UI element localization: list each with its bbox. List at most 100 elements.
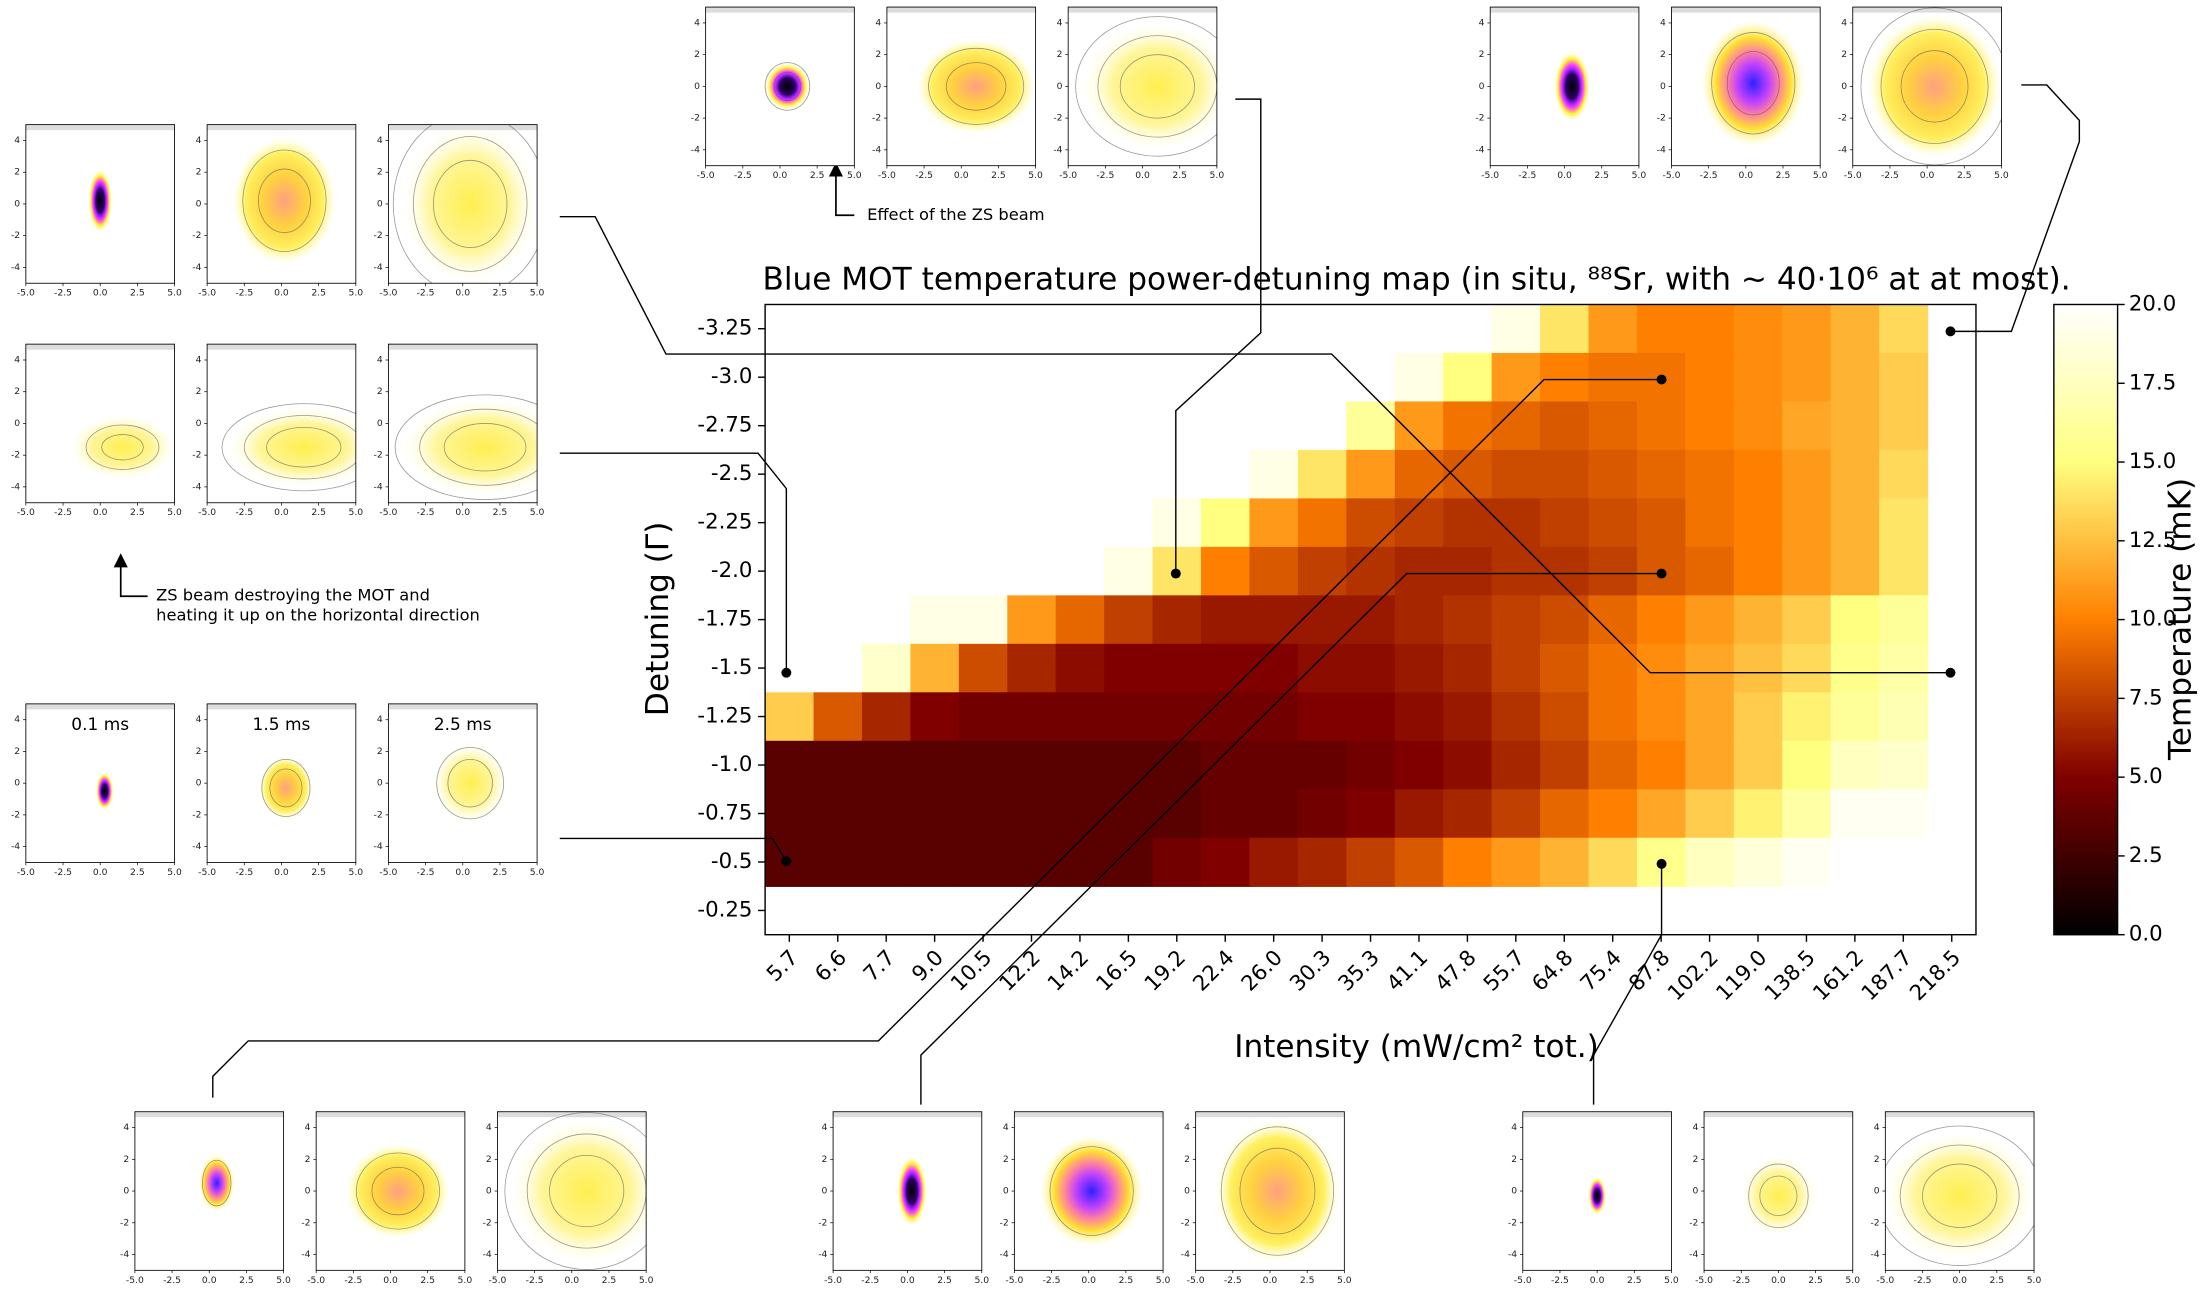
heatmap-cell bbox=[1782, 401, 1832, 451]
annotation: Effect of the ZS beam bbox=[867, 205, 1044, 224]
inset-blob bbox=[1214, 1119, 1340, 1263]
heatmap-cell bbox=[1540, 546, 1590, 597]
inset-x-tick-label: 2.5 bbox=[130, 867, 145, 878]
inset-title: 1.5 ms bbox=[253, 715, 311, 735]
inset-x-tick-label: 2.5 bbox=[1957, 170, 1972, 181]
heatmap-cell bbox=[1782, 352, 1832, 403]
inset-y-tick-label: 0 bbox=[1693, 1186, 1699, 1197]
inset-image bbox=[705, 7, 855, 166]
inset-x-tick-label: 5.0 bbox=[1664, 1275, 1679, 1286]
inset-contour bbox=[1076, 17, 1240, 157]
inset-contour bbox=[244, 416, 363, 479]
inset-y-tick-label: 4 bbox=[377, 355, 383, 366]
inset-contour bbox=[448, 759, 493, 807]
heatmap-cell bbox=[958, 740, 1008, 790]
colorbar bbox=[2053, 303, 2119, 936]
inset-x-tick-label: 0.0 bbox=[1590, 1275, 1605, 1286]
heatmap-cell bbox=[1297, 498, 1348, 548]
connector bbox=[1175, 98, 1262, 574]
inset-panel: -5.0 -2.5 0.0 2.5 5.0 4 2 0 -2 -4 bbox=[1870, 1111, 2042, 1286]
heatmap-cell bbox=[1346, 546, 1396, 597]
heatmap-cell bbox=[1879, 595, 1929, 645]
y-tick-label: -1.5 bbox=[711, 655, 752, 680]
heatmap-cell bbox=[1249, 498, 1299, 548]
inset-x-tick-label: 0.0 bbox=[1557, 170, 1572, 181]
x-tick-label: 161.2 bbox=[1808, 945, 1869, 1006]
inset-image bbox=[25, 703, 175, 863]
inset-x-tick-label: -5.0 bbox=[824, 1275, 842, 1286]
heatmap-cell bbox=[1491, 692, 1541, 742]
inset-y-tick-label: -4 bbox=[872, 144, 881, 155]
heatmap-cell bbox=[1879, 401, 1929, 451]
inset-image bbox=[1852, 7, 2008, 166]
arrow bbox=[835, 172, 855, 217]
x-tick-label: 22.4 bbox=[1188, 945, 1239, 996]
heatmap-cell bbox=[861, 789, 912, 839]
heatmap-cell bbox=[1443, 692, 1493, 742]
heatmap-cell bbox=[1443, 401, 1493, 451]
inset-y-tick-label: 2 bbox=[14, 386, 20, 397]
heatmap-cell bbox=[1346, 401, 1396, 451]
inset-x-tick-label: -2.5 bbox=[861, 1275, 879, 1286]
inset-image bbox=[497, 1112, 647, 1271]
inset-y-tick-label: -2 bbox=[11, 450, 20, 461]
heatmap-cell bbox=[1201, 546, 1251, 597]
heatmap-cell bbox=[1394, 498, 1444, 548]
y-tick-label: -3.0 bbox=[711, 364, 752, 389]
x-tick-label: 12.2 bbox=[995, 945, 1046, 996]
inset-x-tick-label: -5.0 bbox=[697, 170, 715, 181]
heatmap-cell bbox=[1685, 498, 1735, 548]
heatmap-cell bbox=[1055, 595, 1105, 645]
inset-y-tick-label: -2 bbox=[483, 1217, 492, 1228]
y-tick-label: -2.0 bbox=[711, 558, 752, 583]
inset-contour bbox=[774, 72, 801, 101]
inset-y-tick-label: -4 bbox=[483, 1249, 492, 1260]
heatmap-cell bbox=[1055, 837, 1105, 887]
inset-panel: -5.0 -2.5 0.0 2.5 5.0 4 2 0 -2 -4 bbox=[1838, 6, 2009, 181]
heatmap-cell bbox=[1733, 740, 1783, 790]
inset-x-tick-label: 5.0 bbox=[530, 288, 545, 299]
inset-blob bbox=[1083, 22, 1217, 150]
inset-y-tick-label: 2 bbox=[196, 167, 202, 178]
heatmap-cell bbox=[1346, 740, 1396, 790]
inset-y-tick-label: 4 bbox=[1660, 17, 1666, 28]
inset-y-tick-label: 4 bbox=[196, 135, 202, 146]
heatmap-cell bbox=[1394, 643, 1444, 694]
inset-y-tick-label: 2 bbox=[1874, 1154, 1880, 1165]
inset-contour bbox=[258, 169, 310, 232]
heatmap-cell bbox=[1588, 789, 1638, 839]
heatmap-cell bbox=[765, 740, 815, 790]
heatmap-cell bbox=[1201, 498, 1251, 548]
annotation: ZS beam destroying the MOT and bbox=[156, 586, 430, 605]
heatmap-cell bbox=[861, 837, 912, 887]
inset-x-tick-label: 2.5 bbox=[1300, 1275, 1315, 1286]
inset-contour bbox=[1901, 51, 1968, 122]
inset-y-tick-label: 4 bbox=[377, 714, 383, 725]
inset-x-tick-label: 2.5 bbox=[1776, 170, 1791, 181]
inset-contour bbox=[1760, 1176, 1797, 1216]
colorbar-tick-label: 20.0 bbox=[2129, 291, 2176, 316]
inset-image bbox=[388, 703, 538, 863]
heatmap-cell bbox=[910, 643, 960, 694]
inset-image bbox=[1014, 1111, 1164, 1271]
inset-contour bbox=[1878, 1126, 2042, 1266]
inset-y-tick-label: -2 bbox=[1689, 1217, 1698, 1228]
heatmap-cell bbox=[1346, 498, 1396, 548]
inset-y-tick-label: 2 bbox=[875, 49, 881, 60]
heatmap-cell bbox=[1491, 740, 1541, 790]
heatmap-cell bbox=[1297, 643, 1348, 694]
inset-y-tick-label: -2 bbox=[11, 230, 20, 241]
inset-panel: -5.0 -2.5 0.0 2.5 5.0 4 2 0 -2 -4 bbox=[1657, 6, 1828, 181]
connector-dot bbox=[1656, 374, 1667, 385]
heatmap-cell bbox=[1733, 449, 1783, 500]
inset-y-tick-label: -4 bbox=[192, 481, 201, 492]
heatmap-cell bbox=[1685, 449, 1735, 500]
heatmap-cell bbox=[1297, 449, 1348, 500]
inset-image bbox=[388, 124, 547, 284]
inset-x-tick-label: 2.5 bbox=[810, 170, 825, 181]
heatmap-cell bbox=[1055, 740, 1105, 790]
inset-y-tick-label: 4 bbox=[1184, 1122, 1190, 1133]
heatmap-cell bbox=[1879, 546, 1929, 597]
inset-x-tick-label: -5.0 bbox=[1005, 1275, 1023, 1286]
inset-x-tick-label: 0.0 bbox=[900, 1275, 915, 1286]
